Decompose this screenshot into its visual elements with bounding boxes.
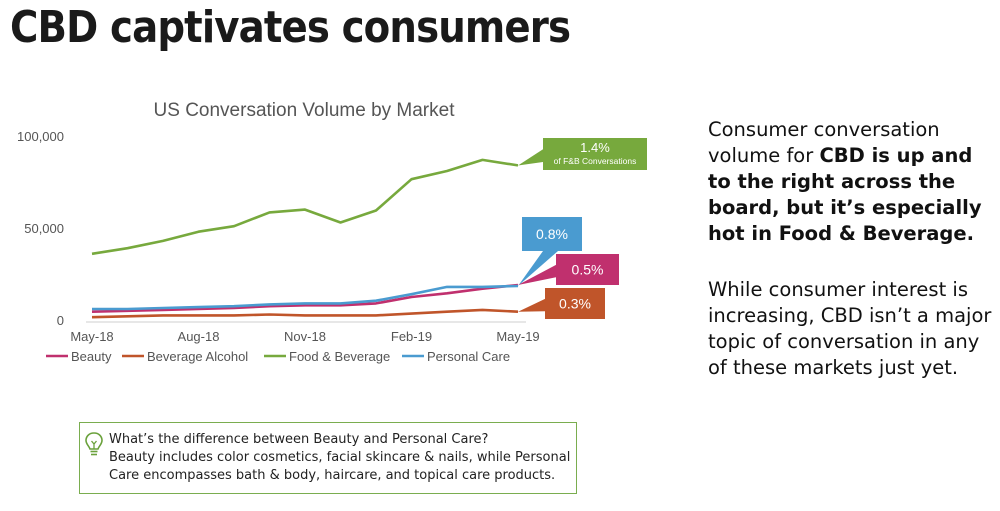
series-lines <box>91 158 519 319</box>
legend-item: Beverage Alcohol <box>122 349 248 364</box>
page-title: CBD captivates consumers <box>10 2 571 53</box>
callout-sublabel: of F&B Conversations <box>554 156 637 166</box>
series-line-personal-care <box>92 284 519 311</box>
summary-paragraph-2: While consumer interest is increasing, C… <box>708 278 992 379</box>
callouts: 1.4%of F&B Conversations 0.8% 0.5% 0.3% <box>518 138 647 319</box>
summary-paragraph-1: Consumer conversation volume for CBD is … <box>708 117 993 247</box>
legend-item: Food & Beverage <box>264 349 390 364</box>
tip-answer: Beauty includes color cosmetics, facial … <box>109 450 571 483</box>
x-tick-label: May-19 <box>496 329 539 344</box>
series-line-beauty <box>91 283 519 313</box>
callout-pointer <box>518 251 558 286</box>
callout-personal-care: 0.8% <box>518 217 582 286</box>
summary-text-emphasis: CBD is up and to the right across the bo… <box>708 144 982 245</box>
y-tick-label: 0 <box>57 313 64 328</box>
callout-food-beverage: 1.4%of F&B Conversations <box>518 138 647 170</box>
y-axis: 100,000 50,000 0 <box>17 129 64 328</box>
legend: Beauty Beverage Alcohol Food & Beverage Per… <box>46 349 510 364</box>
x-tick-label: Feb-19 <box>391 329 432 344</box>
lightbulb-icon <box>85 432 103 456</box>
callout-box <box>556 254 619 285</box>
series-line-food-beverage <box>91 158 519 256</box>
legend-item: Beauty <box>46 349 112 364</box>
callout-label: 1.4% <box>580 140 610 155</box>
x-tick-label: Aug-18 <box>178 329 220 344</box>
x-tick-label: Nov-18 <box>284 329 326 344</box>
y-tick-label: 50,000 <box>24 221 64 236</box>
x-tick-label: May-18 <box>70 329 113 344</box>
legend-item: Personal Care <box>402 349 510 364</box>
callout-box <box>522 217 582 251</box>
summary-text-plain: Consumer conversation volume for <box>708 118 940 167</box>
callout-label: 0.5% <box>572 262 604 278</box>
tip-text: What’s the difference between Beauty and… <box>109 431 574 485</box>
tip-question: What’s the difference between Beauty and… <box>109 432 489 447</box>
callout-label: 0.8% <box>536 226 568 242</box>
callout-pointer <box>518 264 556 286</box>
callout-label: 0.3% <box>559 296 591 312</box>
legend-label: Beauty <box>71 349 112 364</box>
legend-label: Beverage Alcohol <box>147 349 248 364</box>
x-axis: May-18 Aug-18 Nov-18 Feb-19 May-19 <box>70 321 540 344</box>
callout-pointer <box>518 149 543 166</box>
conversation-volume-chart: US Conversation Volume by Market 100,000… <box>17 100 647 364</box>
y-tick-label: 100,000 <box>17 129 64 144</box>
callout-beauty: 0.5% <box>518 254 619 286</box>
callout-box <box>545 288 605 319</box>
callout-box <box>543 138 647 170</box>
info-tip-box: What’s the difference between Beauty and… <box>79 422 577 494</box>
series-line-beverage-alcohol <box>91 308 519 319</box>
legend-label: Personal Care <box>427 349 510 364</box>
legend-label: Food & Beverage <box>289 349 390 364</box>
chart-title: US Conversation Volume by Market <box>154 100 456 121</box>
callout-pointer <box>518 298 545 312</box>
callout-beverage-alcohol: 0.3% <box>518 288 605 319</box>
